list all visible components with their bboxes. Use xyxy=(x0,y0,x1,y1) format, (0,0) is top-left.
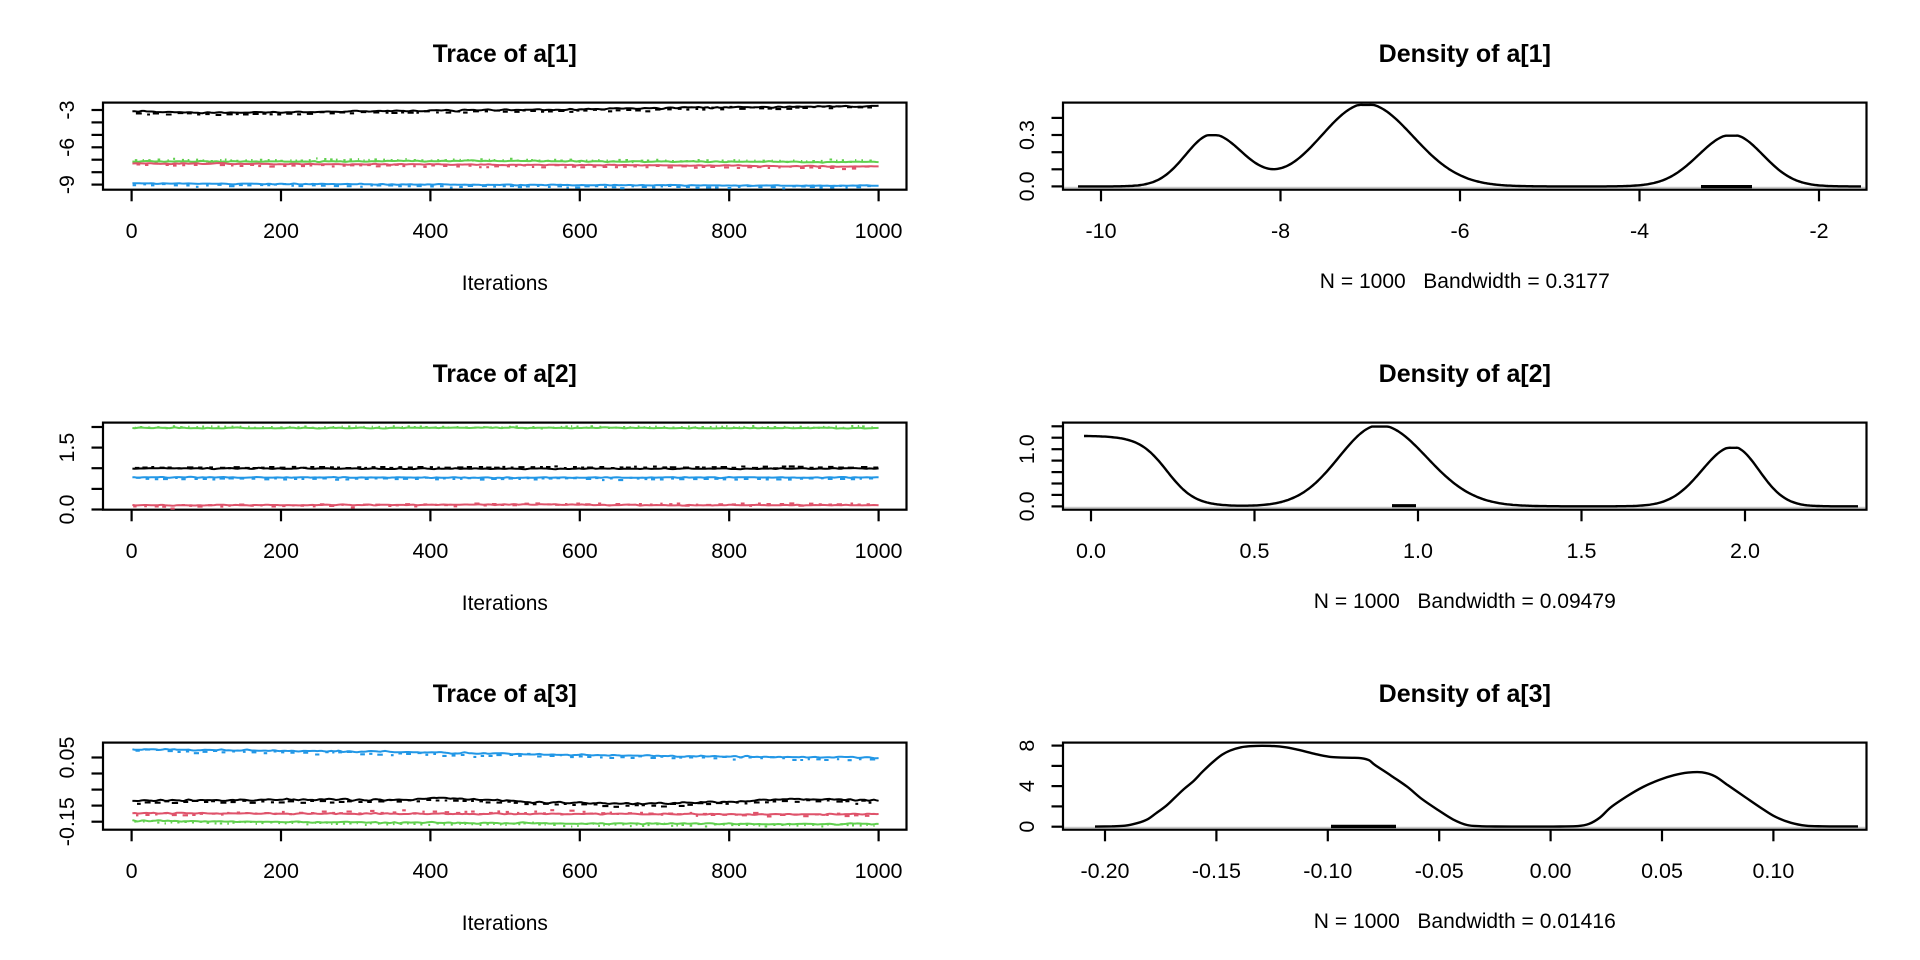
svg-text:1000: 1000 xyxy=(855,219,903,243)
svg-text:4: 4 xyxy=(1015,780,1039,792)
svg-text:1.0: 1.0 xyxy=(1015,434,1039,464)
svg-text:Density of a[1]: Density of a[1] xyxy=(1379,40,1551,68)
svg-text:Trace of a[3]: Trace of a[3] xyxy=(433,680,577,708)
svg-text:-6: -6 xyxy=(55,138,79,157)
svg-text:0.0: 0.0 xyxy=(55,495,79,525)
svg-text:-9: -9 xyxy=(55,175,79,194)
svg-text:Iterations: Iterations xyxy=(462,272,548,295)
svg-text:0: 0 xyxy=(126,859,138,883)
svg-text:0: 0 xyxy=(126,219,138,243)
svg-text:2.0: 2.0 xyxy=(1730,539,1760,563)
svg-text:0.5: 0.5 xyxy=(1240,539,1270,563)
svg-text:Iterations: Iterations xyxy=(462,912,548,935)
svg-text:-3: -3 xyxy=(55,100,79,119)
svg-text:-8: -8 xyxy=(1271,219,1290,243)
svg-text:N = 1000 Bandwidth = 0.01416: N = 1000 Bandwidth = 0.01416 xyxy=(1314,910,1616,933)
svg-text:200: 200 xyxy=(263,539,299,563)
svg-text:800: 800 xyxy=(711,859,747,883)
svg-text:400: 400 xyxy=(412,219,448,243)
svg-text:0.00: 0.00 xyxy=(1530,859,1572,883)
svg-text:Iterations: Iterations xyxy=(462,592,548,615)
svg-text:200: 200 xyxy=(263,859,299,883)
svg-text:0: 0 xyxy=(1015,821,1039,833)
svg-text:1.5: 1.5 xyxy=(1567,539,1597,563)
svg-text:-0.05: -0.05 xyxy=(1415,859,1464,883)
svg-text:N = 1000 Bandwidth = 0.09479: N = 1000 Bandwidth = 0.09479 xyxy=(1314,590,1616,613)
svg-text:-10: -10 xyxy=(1085,219,1116,243)
svg-text:-0.10: -0.10 xyxy=(1303,859,1352,883)
svg-text:-0.20: -0.20 xyxy=(1080,859,1129,883)
svg-text:-2: -2 xyxy=(1809,219,1828,243)
svg-text:600: 600 xyxy=(562,539,598,563)
svg-text:0.05: 0.05 xyxy=(1641,859,1683,883)
svg-text:Trace of a[2]: Trace of a[2] xyxy=(433,360,577,388)
svg-text:0.0: 0.0 xyxy=(1076,539,1106,563)
svg-text:0.05: 0.05 xyxy=(55,737,79,779)
svg-text:1000: 1000 xyxy=(855,859,903,883)
svg-text:-0.15: -0.15 xyxy=(1192,859,1241,883)
svg-text:0.3: 0.3 xyxy=(1015,120,1039,150)
svg-text:1.5: 1.5 xyxy=(55,433,79,463)
svg-text:200: 200 xyxy=(263,219,299,243)
svg-text:0.10: 0.10 xyxy=(1752,859,1794,883)
svg-text:400: 400 xyxy=(412,859,448,883)
svg-text:0.0: 0.0 xyxy=(1015,171,1039,201)
svg-text:-6: -6 xyxy=(1450,219,1469,243)
svg-text:800: 800 xyxy=(711,539,747,563)
svg-text:400: 400 xyxy=(412,539,448,563)
svg-text:-4: -4 xyxy=(1630,219,1649,243)
svg-text:600: 600 xyxy=(562,219,598,243)
svg-text:0.0: 0.0 xyxy=(1015,491,1039,521)
svg-text:1000: 1000 xyxy=(855,539,903,563)
svg-text:8: 8 xyxy=(1015,740,1039,752)
svg-text:-0.15: -0.15 xyxy=(55,797,79,846)
svg-text:0: 0 xyxy=(126,539,138,563)
svg-text:Density of a[2]: Density of a[2] xyxy=(1379,360,1551,388)
svg-text:N = 1000 Bandwidth = 0.3177: N = 1000 Bandwidth = 0.3177 xyxy=(1320,270,1610,293)
svg-text:Trace of a[1]: Trace of a[1] xyxy=(433,40,577,68)
svg-text:Density of a[3]: Density of a[3] xyxy=(1379,680,1551,708)
svg-text:800: 800 xyxy=(711,219,747,243)
svg-text:600: 600 xyxy=(562,859,598,883)
svg-text:1.0: 1.0 xyxy=(1403,539,1433,563)
